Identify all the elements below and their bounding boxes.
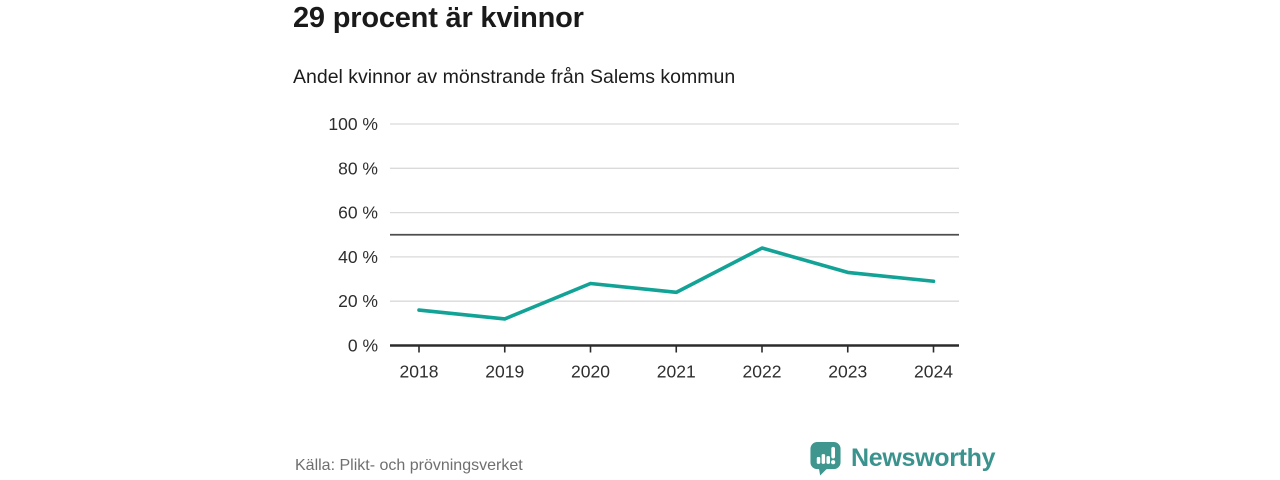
newsworthy-logo: Newsworthy xyxy=(809,441,996,476)
chart-title: 29 procent är kvinnor xyxy=(293,2,584,34)
y-tick-label: 0 % xyxy=(348,336,378,356)
line-chart: 0 % 20 % 40 % 60 % 80 % 100 % 2018 2019 2020 2021… xyxy=(328,114,959,382)
y-tick-label: 20 % xyxy=(338,291,378,311)
chart-subtitle: Andel kvinnor av mönstrande från Salems … xyxy=(293,66,736,88)
x-tick-label: 2024 xyxy=(914,362,953,382)
y-tick-label: 60 % xyxy=(338,203,378,223)
y-tick-label: 100 % xyxy=(328,114,378,134)
source-note: Källa: Plikt- och prövningsverket xyxy=(295,457,523,474)
data-line xyxy=(417,246,936,321)
y-tick-label: 40 % xyxy=(338,247,378,267)
y-tick-label: 80 % xyxy=(338,158,378,178)
x-tick-label: 2020 xyxy=(571,362,610,382)
newsworthy-wordmark: Newsworthy xyxy=(851,444,996,472)
x-tick-label: 2023 xyxy=(828,362,867,382)
x-tick-label: 2018 xyxy=(400,362,439,382)
x-tick-label: 2019 xyxy=(485,362,524,382)
newsworthy-speech-bubble-barchart-icon xyxy=(810,442,841,476)
x-tick-label: 2021 xyxy=(657,362,696,382)
x-tick-label: 2022 xyxy=(743,362,782,382)
